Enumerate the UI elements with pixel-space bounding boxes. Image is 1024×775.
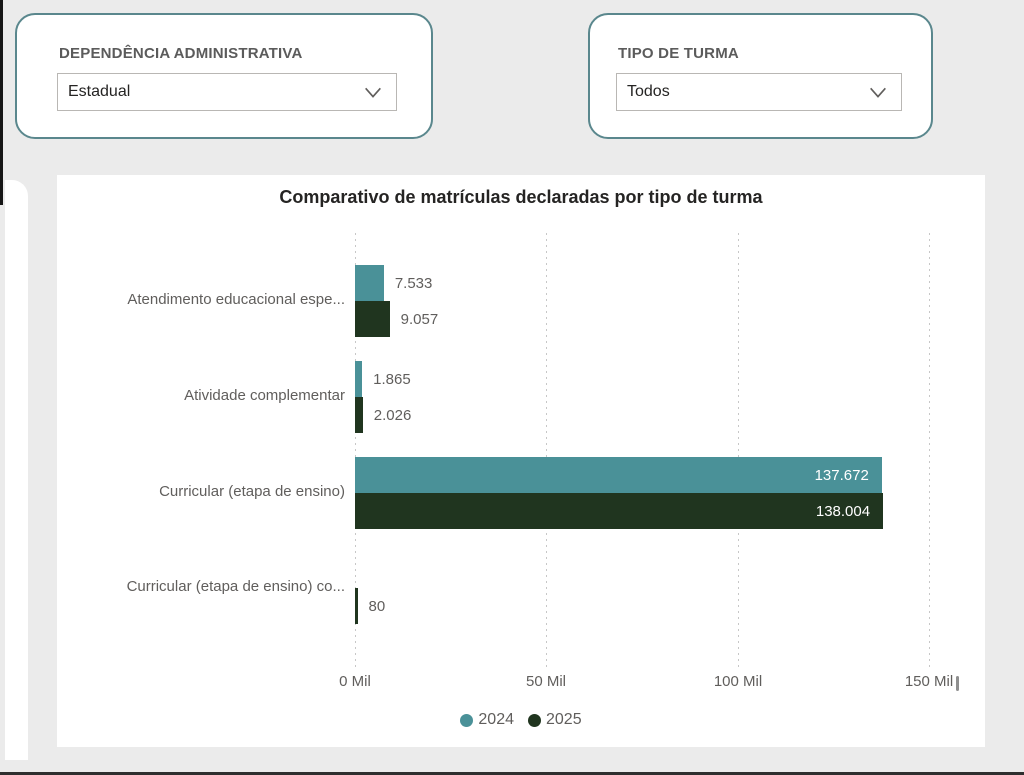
slicer-title: TIPO DE TURMA	[618, 45, 739, 62]
chart-title: Comparativo de matrículas declaradas por…	[279, 187, 763, 207]
x-axis-tick-label: 50 Mil	[525, 673, 566, 690]
legend-item-2025[interactable]: 2025	[528, 711, 582, 729]
legend-dot-icon	[460, 713, 474, 727]
x-axis-tick-label: 0 Mil	[339, 673, 371, 690]
bar-value-label: 137.672	[814, 466, 869, 484]
category-label: Curricular (etapa de ensino) co...	[126, 578, 345, 595]
scrollbar-thumb[interactable]	[956, 676, 959, 691]
chevron-down-icon	[362, 81, 384, 103]
category-label: Atividade complementar	[184, 387, 345, 404]
category-label: Curricular (etapa de ensino)	[159, 483, 345, 500]
chart-legend: 2024 2025	[57, 711, 985, 729]
left-panel-fragment: ... ...	[5, 180, 28, 760]
x-axis-tick-label: 150 Mil	[904, 673, 954, 690]
screenshot-bottom-edge-line	[0, 772, 1024, 775]
truncated-label-ellipsis: ...	[7, 481, 27, 487]
chevron-down-icon	[867, 81, 889, 103]
truncated-label-ellipsis: ...	[7, 295, 27, 301]
bar-2025-2[interactable]	[355, 493, 884, 529]
slicer-title: DEPENDÊNCIA ADMINISTRATIVA	[59, 45, 303, 62]
bar-2025-1[interactable]	[355, 397, 363, 433]
tipo-turma-dropdown-value: Todos	[627, 83, 670, 100]
bar-value-label: 7.533	[394, 274, 433, 292]
gridline	[738, 233, 739, 667]
bar-2024-2[interactable]	[355, 457, 882, 493]
legend-item-2024[interactable]: 2024	[460, 711, 514, 729]
bar-value-label: 80	[368, 597, 386, 615]
bar-value-label: 138.004	[815, 502, 871, 520]
legend-label: 2025	[546, 711, 582, 728]
x-axis-tick-label: 100 Mil	[713, 673, 763, 690]
category-label: Atendimento educacional espe...	[127, 291, 345, 308]
gridline	[929, 233, 930, 667]
dependencia-dropdown-value: Estadual	[68, 83, 131, 100]
slicer-tipo-de-turma: TIPO DE TURMA Todos	[588, 13, 933, 139]
bar-value-label: 1.865	[373, 370, 411, 388]
bar-chart-visual: Comparativo de matrículas declaradas por…	[57, 175, 985, 747]
bar-value-label: 2.026	[373, 406, 412, 424]
screenshot-left-edge-line	[0, 0, 3, 205]
bar-value-label: 9.057	[400, 310, 439, 328]
bar-2025-3[interactable]	[355, 588, 358, 624]
bar-2025-0[interactable]	[355, 301, 390, 337]
bar-2024-1[interactable]	[355, 361, 363, 397]
dependencia-dropdown[interactable]: Estadual	[57, 73, 397, 111]
bar-2024-0[interactable]	[355, 265, 384, 301]
legend-dot-icon	[528, 713, 541, 727]
tipo-turma-dropdown[interactable]: Todos	[616, 73, 902, 111]
legend-label: 2024	[478, 711, 514, 728]
gridline	[546, 233, 547, 667]
slicer-dependencia-administrativa: DEPENDÊNCIA ADMINISTRATIVA Estadual	[15, 13, 433, 139]
gridline	[355, 233, 356, 667]
